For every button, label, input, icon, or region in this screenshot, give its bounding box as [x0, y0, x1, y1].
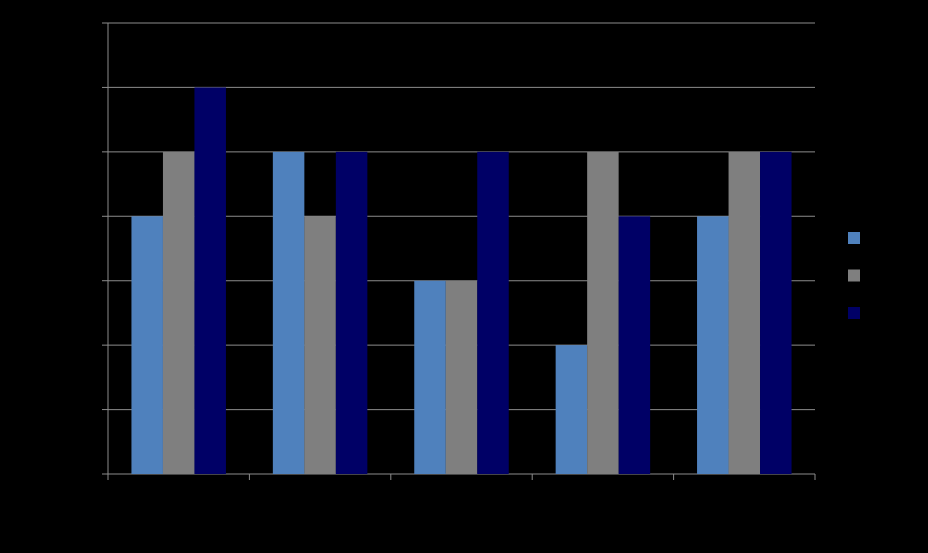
bar [728, 151, 761, 474]
bar [618, 216, 651, 475]
bar [272, 151, 305, 474]
bar [477, 151, 509, 474]
bar [414, 280, 446, 474]
bar [587, 151, 619, 474]
legend-marker [848, 232, 860, 244]
bar [555, 345, 588, 474]
bar [760, 151, 792, 474]
bar [162, 151, 195, 474]
bar [194, 87, 226, 474]
bar [697, 216, 729, 475]
bar [445, 280, 478, 474]
bar [131, 216, 163, 475]
bar [335, 151, 368, 474]
legend-marker [848, 269, 860, 282]
legend-marker [848, 307, 860, 319]
bar [304, 216, 336, 475]
